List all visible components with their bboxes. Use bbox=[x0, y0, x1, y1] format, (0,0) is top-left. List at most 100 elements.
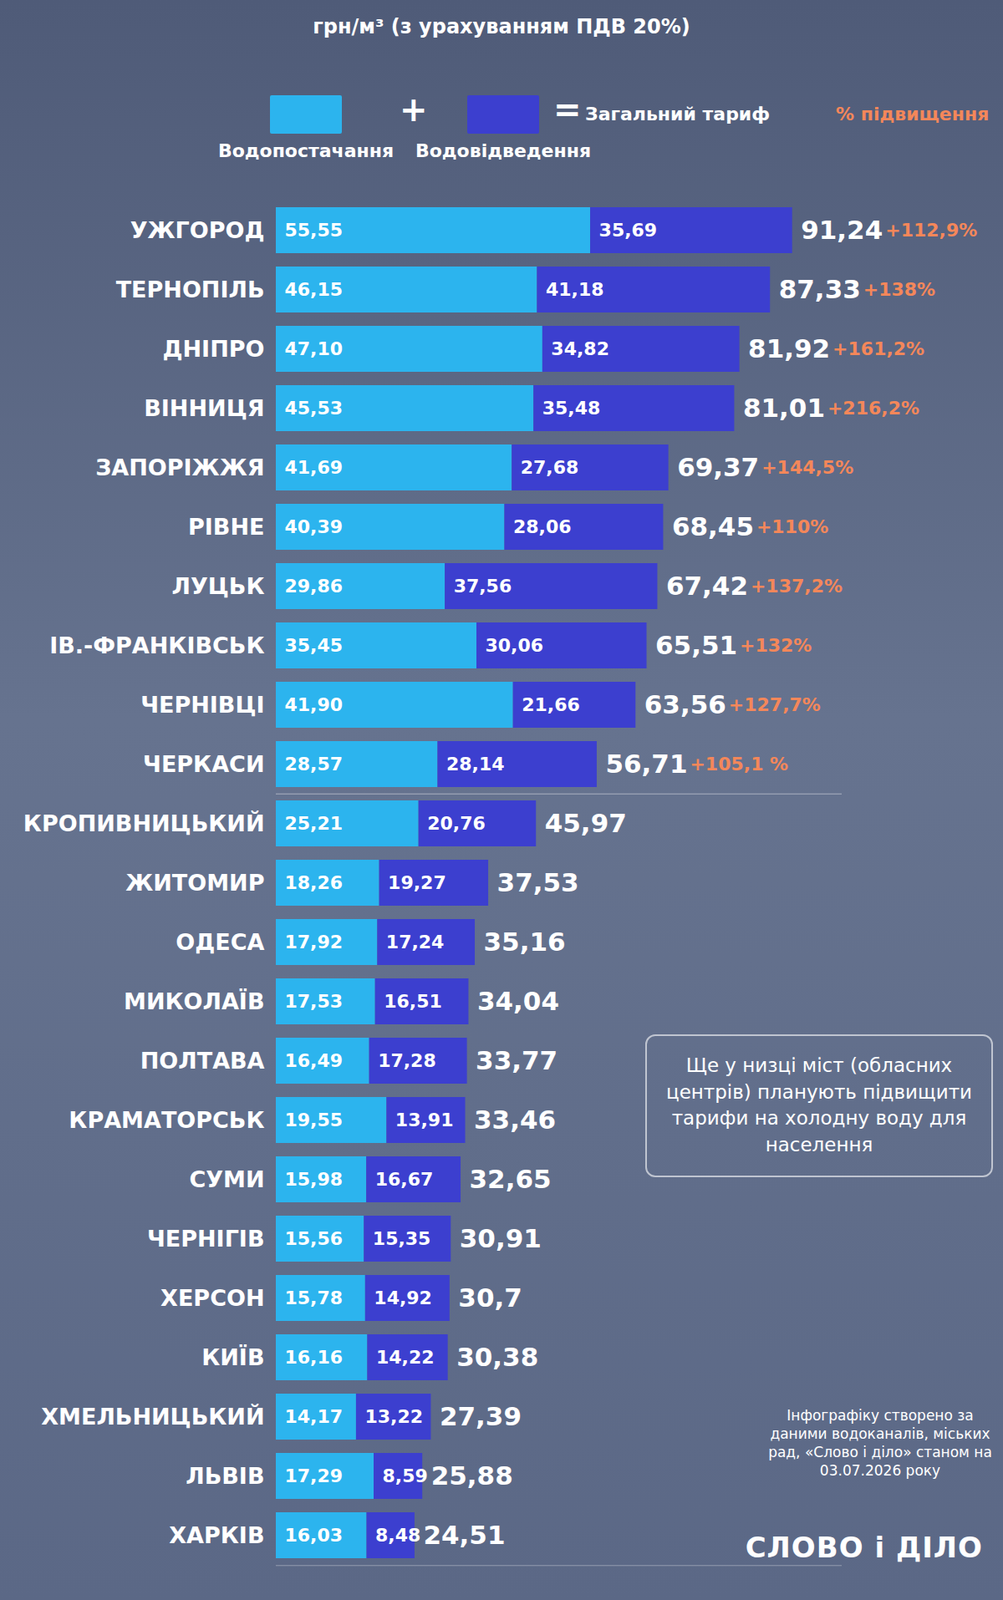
svg-text:14,17: 14,17 bbox=[285, 1406, 344, 1428]
svg-text:ПОЛТАВА: ПОЛТАВА bbox=[140, 1048, 265, 1075]
svg-text:+127,7%: +127,7% bbox=[728, 694, 821, 716]
svg-text:ІВ.-ФРАНКІВСЬК: ІВ.-ФРАНКІВСЬК bbox=[49, 632, 265, 659]
svg-text:ЛЬВІВ: ЛЬВІВ bbox=[185, 1463, 265, 1490]
svg-text:+216,2%: +216,2% bbox=[827, 397, 920, 419]
svg-text:37,56: 37,56 bbox=[453, 575, 513, 597]
svg-text:ОДЕСА: ОДЕСА bbox=[175, 929, 265, 956]
svg-text:ЧЕРНІВЦІ: ЧЕРНІВЦІ bbox=[140, 692, 265, 718]
svg-text:СУМИ: СУМИ bbox=[188, 1166, 265, 1193]
svg-text:30,7: 30,7 bbox=[458, 1283, 523, 1314]
svg-text:37,53: 37,53 bbox=[497, 867, 580, 898]
svg-text:56,71: 56,71 bbox=[605, 748, 688, 779]
svg-text:13,91: 13,91 bbox=[395, 1109, 454, 1131]
svg-text:25,21: 25,21 bbox=[285, 813, 344, 835]
svg-text:45,53: 45,53 bbox=[285, 397, 344, 419]
svg-text:17,24: 17,24 bbox=[386, 931, 445, 953]
svg-text:19,27: 19,27 bbox=[387, 872, 447, 894]
svg-text:УЖГОРОД: УЖГОРОД bbox=[130, 217, 265, 244]
svg-text:8,59: 8,59 bbox=[382, 1466, 428, 1487]
svg-text:+161,2%: +161,2% bbox=[832, 338, 925, 360]
svg-text:27,39: 27,39 bbox=[439, 1401, 522, 1432]
svg-text:+112,9%: +112,9% bbox=[885, 219, 978, 241]
svg-text:28,14: 28,14 bbox=[446, 753, 505, 775]
svg-text:24,51: 24,51 bbox=[422, 1520, 505, 1551]
svg-text:17,92: 17,92 bbox=[285, 931, 344, 953]
svg-text:67,42: 67,42 bbox=[666, 570, 749, 601]
svg-text:20,76: 20,76 bbox=[427, 813, 486, 835]
svg-text:+132%: +132% bbox=[739, 635, 812, 657]
svg-text:33,46: 33,46 bbox=[473, 1104, 556, 1136]
svg-text:17,28: 17,28 bbox=[377, 1050, 437, 1072]
svg-text:81,01: 81,01 bbox=[743, 392, 825, 423]
svg-text:19,55: 19,55 bbox=[285, 1109, 344, 1131]
svg-text:47,10: 47,10 bbox=[285, 338, 344, 360]
svg-text:27,68: 27,68 bbox=[520, 457, 580, 479]
svg-text:63,56: 63,56 bbox=[644, 689, 727, 720]
svg-text:КРАМАТОРСЬК: КРАМАТОРСЬК bbox=[68, 1107, 265, 1134]
svg-text:35,16: 35,16 bbox=[483, 926, 566, 958]
svg-text:41,90: 41,90 bbox=[285, 694, 344, 716]
svg-text:25,88: 25,88 bbox=[431, 1461, 514, 1492]
svg-text:30,91: 30,91 bbox=[459, 1223, 542, 1254]
svg-text:68,45: 68,45 bbox=[672, 511, 754, 542]
svg-text:35,45: 35,45 bbox=[285, 635, 344, 657]
svg-text:17,29: 17,29 bbox=[285, 1466, 344, 1487]
svg-text:28,06: 28,06 bbox=[513, 516, 572, 538]
svg-text:40,39: 40,39 bbox=[285, 516, 344, 538]
svg-text:33,77: 33,77 bbox=[475, 1045, 558, 1076]
svg-text:34,04: 34,04 bbox=[477, 986, 560, 1017]
svg-text:+110%: +110% bbox=[756, 516, 829, 538]
svg-text:ЗАПОРІЖЖЯ: ЗАПОРІЖЖЯ bbox=[95, 454, 265, 481]
svg-text:+138%: +138% bbox=[863, 279, 936, 301]
svg-text:30,06: 30,06 bbox=[484, 635, 544, 657]
svg-text:55,55: 55,55 bbox=[285, 219, 344, 241]
svg-text:17,53: 17,53 bbox=[285, 991, 344, 1013]
svg-text:14,22: 14,22 bbox=[376, 1347, 435, 1369]
svg-text:15,35: 15,35 bbox=[372, 1228, 432, 1250]
svg-text:81,92: 81,92 bbox=[748, 333, 830, 364]
svg-text:15,56: 15,56 bbox=[285, 1228, 344, 1250]
svg-text:46,15: 46,15 bbox=[285, 279, 344, 301]
svg-text:35,48: 35,48 bbox=[542, 397, 601, 419]
svg-text:16,51: 16,51 bbox=[383, 991, 443, 1013]
svg-text:65,51: 65,51 bbox=[655, 630, 738, 661]
svg-text:32,65: 32,65 bbox=[469, 1164, 552, 1195]
svg-text:ЛУЦЬК: ЛУЦЬК bbox=[172, 573, 265, 600]
svg-text:ДНІПРО: ДНІПРО bbox=[162, 336, 265, 362]
svg-text:16,67: 16,67 bbox=[375, 1169, 434, 1191]
svg-text:41,18: 41,18 bbox=[545, 279, 605, 301]
svg-text:16,16: 16,16 bbox=[285, 1347, 344, 1369]
svg-text:ВІННИЦЯ: ВІННИЦЯ bbox=[143, 395, 265, 422]
svg-text:ХМЕЛЬНИЦЬКИЙ: ХМЕЛЬНИЦЬКИЙ bbox=[40, 1404, 265, 1431]
svg-text:87,33: 87,33 bbox=[778, 274, 861, 305]
svg-text:13,22: 13,22 bbox=[364, 1406, 423, 1428]
svg-text:ЖИТОМИР: ЖИТОМИР bbox=[125, 870, 265, 897]
svg-text:+144,5%: +144,5% bbox=[761, 457, 854, 479]
svg-text:+105,1 %: +105,1 % bbox=[689, 753, 789, 775]
svg-text:8,48: 8,48 bbox=[375, 1525, 421, 1547]
svg-text:КИЇВ: КИЇВ bbox=[201, 1344, 265, 1371]
svg-text:16,49: 16,49 bbox=[285, 1050, 344, 1072]
svg-text:15,98: 15,98 bbox=[285, 1169, 344, 1191]
svg-text:28,57: 28,57 bbox=[285, 753, 344, 775]
svg-text:РІВНЕ: РІВНЕ bbox=[188, 514, 265, 540]
svg-text:ЧЕРНІГІВ: ЧЕРНІГІВ bbox=[147, 1226, 265, 1253]
svg-text:45,97: 45,97 bbox=[544, 808, 627, 839]
svg-text:21,66: 21,66 bbox=[521, 694, 581, 716]
svg-text:35,69: 35,69 bbox=[599, 219, 658, 241]
svg-text:41,69: 41,69 bbox=[285, 457, 344, 479]
svg-text:МИКОЛАЇВ: МИКОЛАЇВ bbox=[123, 988, 265, 1015]
svg-text:15,78: 15,78 bbox=[285, 1288, 344, 1309]
svg-text:14,92: 14,92 bbox=[373, 1288, 433, 1309]
svg-text:ХАРКІВ: ХАРКІВ bbox=[168, 1522, 265, 1549]
svg-text:КРОПИВНИЦЬКИЙ: КРОПИВНИЦЬКИЙ bbox=[23, 810, 265, 837]
svg-text:+137,2%: +137,2% bbox=[750, 575, 843, 597]
svg-text:ТЕРНОПІЛЬ: ТЕРНОПІЛЬ bbox=[116, 276, 265, 303]
svg-text:69,37: 69,37 bbox=[677, 452, 759, 483]
svg-text:ЧЕРКАСИ: ЧЕРКАСИ bbox=[142, 751, 265, 778]
svg-text:18,26: 18,26 bbox=[285, 872, 344, 894]
svg-text:ХЕРСОН: ХЕРСОН bbox=[160, 1285, 265, 1312]
svg-text:30,38: 30,38 bbox=[456, 1342, 539, 1373]
svg-text:34,82: 34,82 bbox=[550, 338, 610, 360]
svg-text:29,86: 29,86 bbox=[285, 575, 344, 597]
